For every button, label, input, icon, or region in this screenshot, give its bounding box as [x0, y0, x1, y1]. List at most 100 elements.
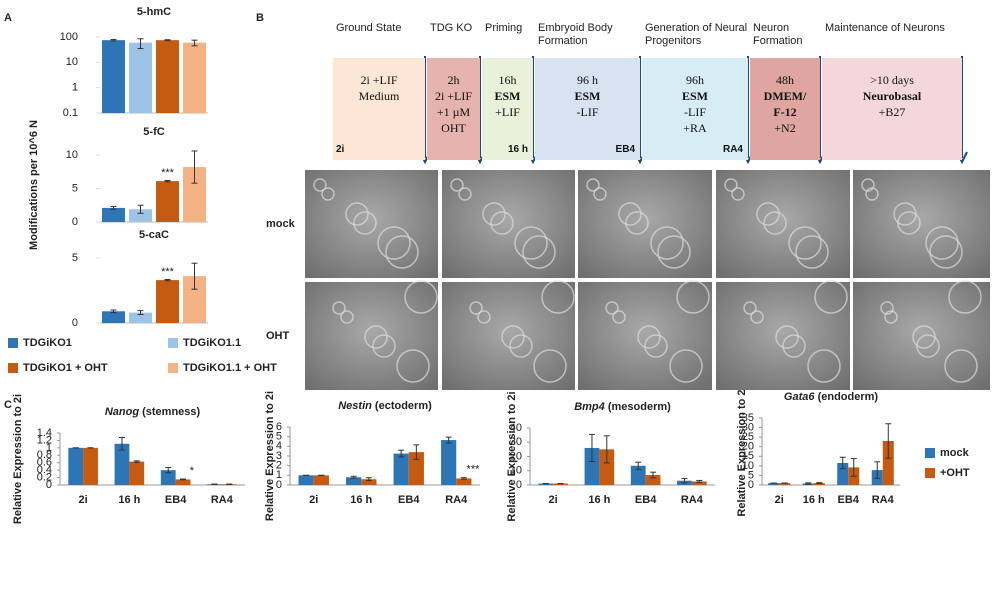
y-tick-label: 20 [510, 450, 522, 462]
stage-condition: +RA [683, 121, 707, 135]
chart-title: 5-hmC [137, 6, 171, 18]
stage-header: Priming [485, 22, 523, 34]
cell-cluster [925, 226, 959, 260]
error-bar [460, 477, 467, 480]
chart-title: 5-caC [139, 229, 169, 241]
chart-title: Bmp4 (mesoderm) [574, 401, 671, 413]
legend-label: TDGiKO1.1 [183, 337, 241, 349]
y-tick-label: 100 [60, 31, 78, 43]
significance: *** [161, 167, 175, 179]
error-bar [191, 262, 198, 290]
bar [313, 475, 329, 485]
y-tick-label: 0 [72, 317, 78, 329]
stage-condition: 2i +LIF [360, 73, 398, 87]
error-bar [365, 477, 372, 482]
y-tick-label: 5 [276, 431, 282, 443]
stage-code: 2i [336, 144, 345, 155]
error-bar [650, 471, 657, 479]
error-bar [110, 309, 117, 314]
bar [129, 209, 152, 222]
micrograph [578, 282, 712, 390]
stage-condition: +1 µM [436, 105, 471, 119]
cell-cluster [321, 187, 335, 201]
x-tick-label: EB4 [165, 494, 187, 506]
y-tick-label: 10 [742, 460, 754, 472]
error-bar [180, 478, 187, 481]
y-tick-label: 0 [748, 479, 754, 491]
y-tick-label: 30 [510, 436, 522, 448]
cell-cluster [788, 226, 822, 260]
stage-code: 16 h [507, 144, 528, 155]
bar [129, 42, 152, 114]
error-bar [164, 179, 171, 183]
error-bar [164, 39, 171, 42]
micrograph [305, 282, 438, 390]
micrograph [442, 170, 575, 278]
y-tick-label: 35 [742, 412, 754, 424]
cell-cluster [396, 349, 430, 383]
error-bar [398, 449, 405, 458]
x-tick-label: RA4 [445, 494, 468, 506]
chart-title-rest: (endoderm) [818, 391, 879, 403]
cell-cluster [676, 280, 710, 314]
cell-cluster [657, 235, 691, 269]
cell-cluster [605, 301, 619, 315]
error-bar [850, 458, 857, 477]
stage-box: 96h ESM -LIF +RA RA4 [642, 58, 748, 160]
bar [156, 40, 179, 113]
error-bar [110, 38, 117, 42]
y-tick-label: 10 [66, 56, 78, 68]
stage-condition: 48h [776, 73, 794, 87]
cell-cluster [763, 211, 787, 235]
y-tick-label: 0.4 [37, 464, 52, 476]
bar [408, 452, 424, 485]
error-bar [191, 150, 198, 184]
y-tick-label: 10 [510, 465, 522, 477]
cell-cluster [644, 334, 668, 358]
cell-cluster [501, 325, 525, 349]
stage-condition: 96h [686, 73, 704, 87]
y-axis-label: Relative Expression to 2i [506, 391, 518, 521]
bar [102, 311, 125, 323]
bar [393, 453, 409, 485]
cell-cluster [477, 310, 491, 324]
error-bar [165, 467, 172, 474]
cell-cluster [916, 334, 940, 358]
cell-cluster [404, 280, 438, 314]
error-bar [137, 310, 144, 316]
error-bar [874, 461, 881, 479]
stage-condition: Neurobasal [862, 89, 922, 103]
cell-cluster [884, 310, 898, 324]
x-tick-label: RA4 [211, 494, 234, 506]
y-tick-label: 25 [742, 431, 754, 443]
error-bar [445, 436, 452, 444]
significance: *** [161, 266, 175, 278]
legend-label: mock [940, 447, 970, 459]
cell-cluster [541, 280, 575, 314]
cell-cluster [385, 235, 419, 269]
legend-swatch [168, 338, 178, 348]
cell-cluster [482, 202, 506, 226]
x-tick-label: 16 h [350, 494, 372, 506]
cell-cluster [865, 187, 879, 201]
stage-condition: ESM [681, 89, 708, 103]
stage-condition: -LIF [684, 105, 706, 119]
error-bar [696, 479, 703, 483]
cell-cluster [880, 301, 894, 315]
x-tick-label: RA4 [681, 494, 704, 506]
stage-box: 96 h ESM -LIF EB4 [535, 58, 640, 160]
stage-condition: >10 days [870, 73, 914, 87]
stage-code: RA4 [722, 144, 743, 155]
bar [779, 483, 791, 485]
cell-cluster [782, 334, 806, 358]
stage-condition: OHT [441, 121, 466, 135]
stage-header: TDG KO [430, 22, 473, 34]
cell-cluster [897, 211, 921, 235]
micrograph [716, 282, 850, 390]
y-tick-label: 2 [276, 460, 282, 472]
cell-cluster [861, 178, 875, 192]
bar [129, 312, 152, 323]
error-bar [191, 39, 198, 47]
